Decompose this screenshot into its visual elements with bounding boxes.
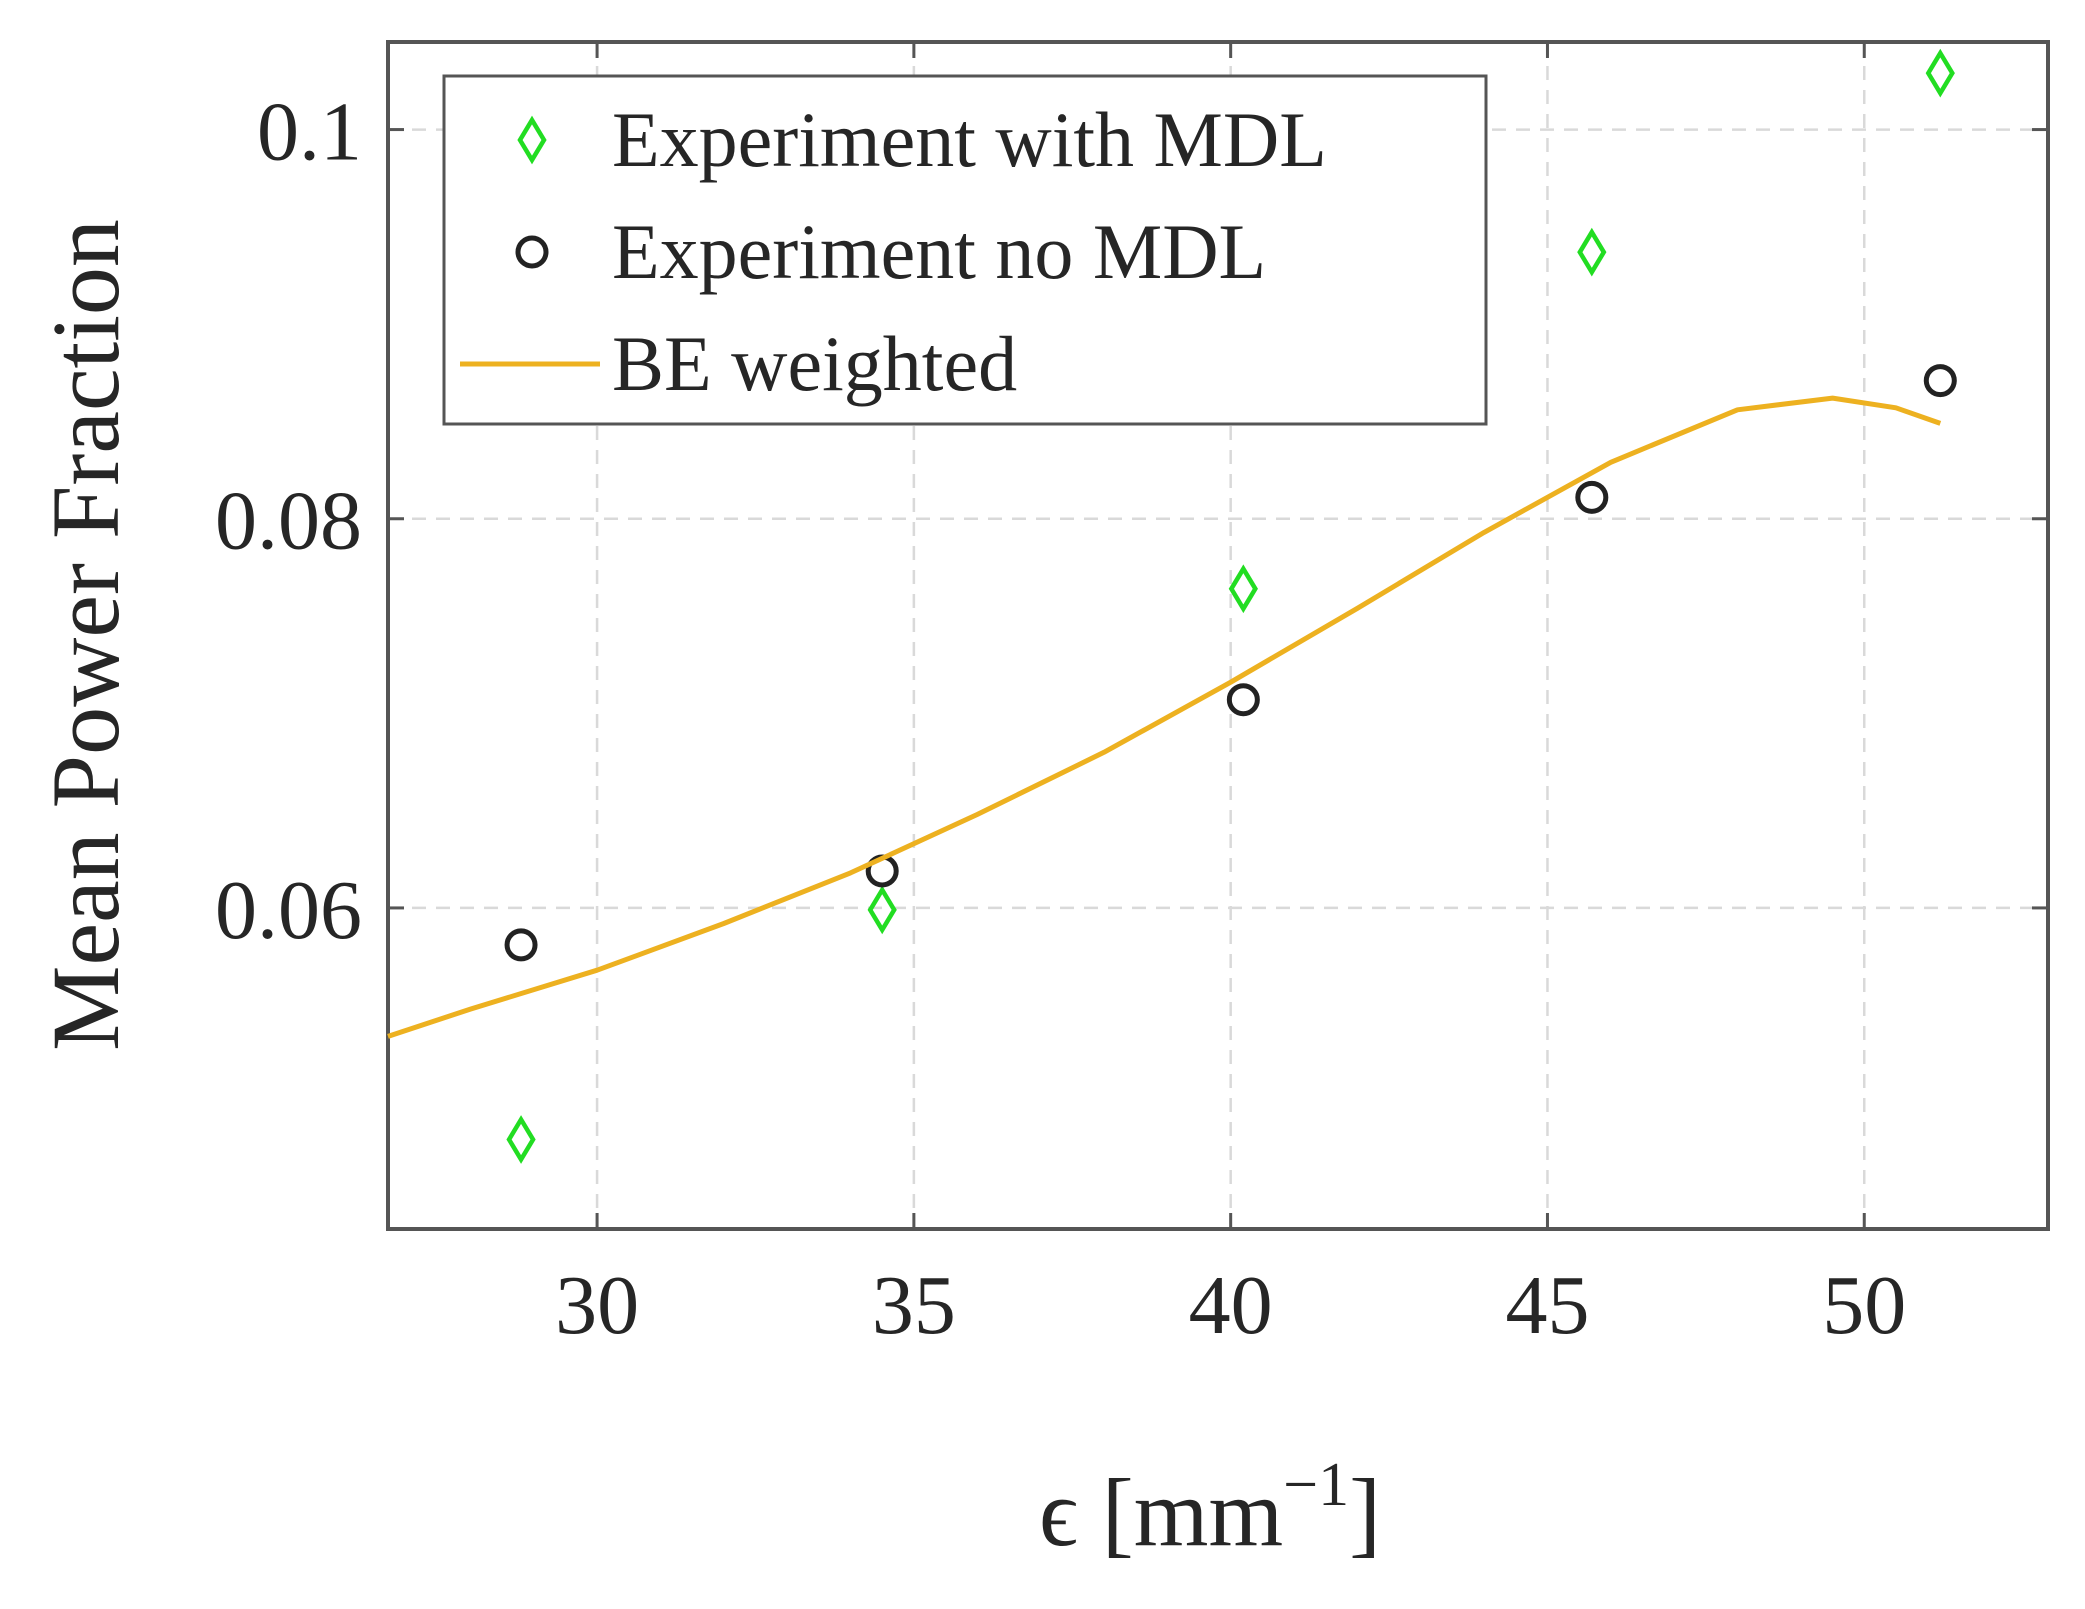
y-tick-label-0.06: 0.06 (215, 864, 362, 957)
series-layer (387, 48, 1957, 1164)
legend-entries: Experiment with MDL Experiment no MDL BE w… (460, 96, 1327, 407)
x-tick-label-35: 35 (872, 1259, 956, 1352)
x-axis-label-suffix: ] (1349, 1459, 1381, 1566)
tick-layer: 30 35 40 45 50 0.06 0.08 0.1 (215, 42, 2048, 1352)
point-experiment-no-mdl-3 (1575, 480, 1609, 514)
point-experiment-with-mdl-2 (1228, 564, 1258, 614)
legend-symbol-experiment-with-mdl (517, 115, 547, 165)
point-experiment-with-mdl-3 (1577, 227, 1607, 277)
point-experiment-no-mdl-0 (504, 928, 538, 962)
x-tick-label-30: 30 (555, 1259, 639, 1352)
y-tick-label-0.1: 0.1 (257, 86, 362, 179)
legend-label-be-weighted: BE weighted (612, 320, 1017, 407)
point-experiment-with-mdl-0 (506, 1115, 536, 1164)
y-tick-label-0.08: 0.08 (215, 475, 362, 568)
y-axis-label: Mean Power Fraction (32, 219, 139, 1051)
x-tick-label-40: 40 (1189, 1259, 1273, 1352)
x-tick-label-50: 50 (1822, 1259, 1906, 1352)
point-experiment-with-mdl-1 (867, 885, 897, 935)
legend-symbol-experiment-no-mdl (515, 235, 549, 269)
x-axis-label: ϵ [mm−1] (1039, 1451, 1381, 1566)
legend-label-experiment-with-mdl: Experiment with MDL (612, 96, 1327, 183)
legend-label-experiment-no-mdl: Experiment no MDL (612, 208, 1266, 295)
point-experiment-with-mdl-4 (1925, 48, 1955, 98)
x-tick-label-45: 45 (1505, 1259, 1589, 1352)
x-axis-label-superscript: −1 (1283, 1451, 1349, 1519)
series-line-be-weighted (387, 395, 1942, 1039)
point-experiment-no-mdl-4 (1923, 364, 1957, 398)
x-axis-label-main: ϵ [mm (1039, 1459, 1283, 1566)
plot-frame (386, 40, 2050, 1231)
point-experiment-no-mdl-2 (1226, 683, 1260, 717)
legend: Experiment with MDL Experiment no MDL BE w… (442, 74, 1488, 426)
legend-box (442, 74, 1488, 426)
